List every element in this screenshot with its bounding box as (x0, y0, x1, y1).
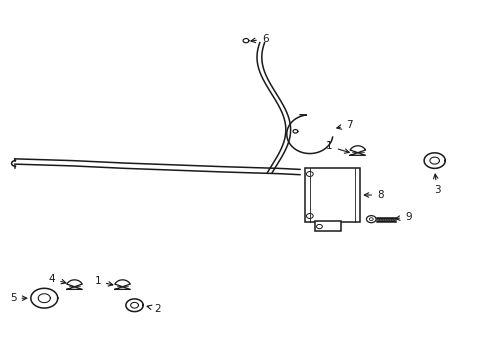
Text: 1: 1 (94, 276, 113, 286)
Bar (315, 221, 341, 231)
Text: 7: 7 (337, 120, 352, 130)
Text: 1: 1 (326, 141, 349, 153)
Text: 3: 3 (434, 174, 441, 195)
Text: 4: 4 (49, 274, 66, 284)
Text: 5: 5 (10, 293, 27, 303)
Bar (305, 168, 360, 222)
Text: 8: 8 (364, 190, 384, 200)
Text: 9: 9 (395, 212, 412, 222)
Text: 6: 6 (251, 34, 269, 44)
Text: 2: 2 (147, 304, 160, 314)
